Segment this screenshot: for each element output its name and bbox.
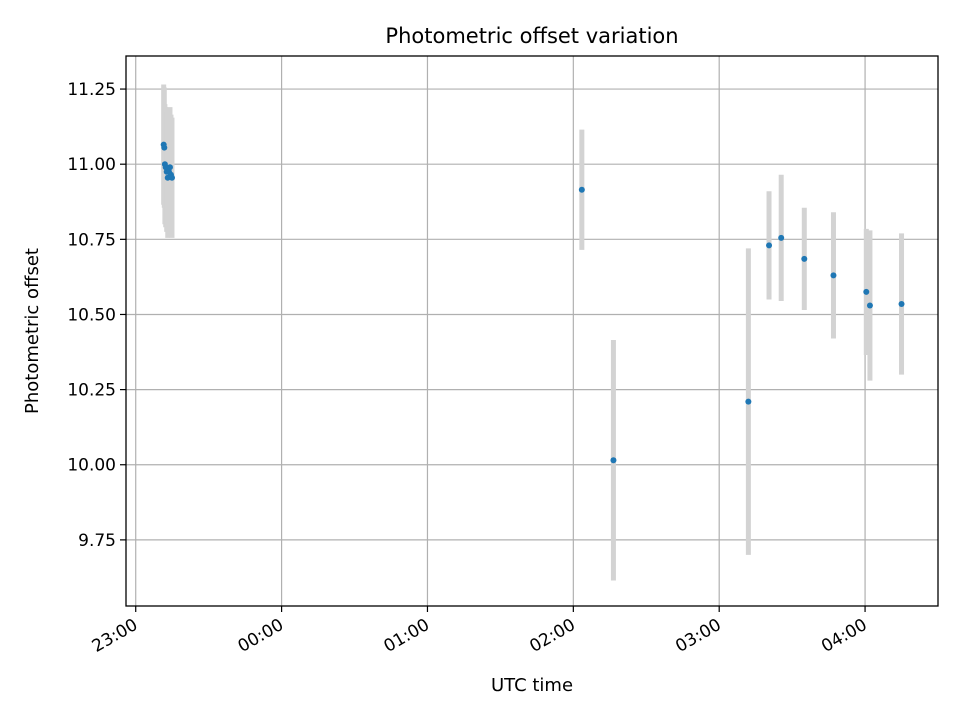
y-tick-label: 10.25 [67, 381, 116, 401]
chart-title: Photometric offset variation [385, 24, 678, 48]
data-point [162, 164, 169, 171]
plot-frame [125, 55, 939, 607]
data-point [778, 234, 785, 241]
data-point [578, 186, 585, 193]
data-point [866, 302, 873, 309]
data-point [610, 457, 617, 464]
data-point [168, 174, 175, 181]
y-tick-label: 9.75 [78, 531, 116, 551]
data-points [160, 141, 905, 464]
y-axis-ticks: 9.75 10.00 10.25 10.50 10.75 11.00 11.25 [67, 80, 126, 551]
data-point [898, 300, 905, 307]
data-point [161, 144, 168, 151]
y-tick-label: 11.25 [67, 80, 116, 100]
data-point [766, 242, 773, 249]
data-point [801, 255, 808, 262]
data-point [166, 164, 173, 171]
data-point [745, 398, 752, 405]
x-axis-label: UTC time [491, 675, 573, 696]
y-axis-label: Photometric offset [22, 248, 43, 414]
data-point [863, 288, 870, 295]
y-tick-label: 10.50 [67, 305, 116, 325]
y-tick-label: 10.00 [67, 456, 116, 476]
y-tick-label: 10.75 [67, 230, 116, 250]
data-point [830, 272, 837, 279]
y-tick-label: 11.00 [67, 155, 116, 175]
